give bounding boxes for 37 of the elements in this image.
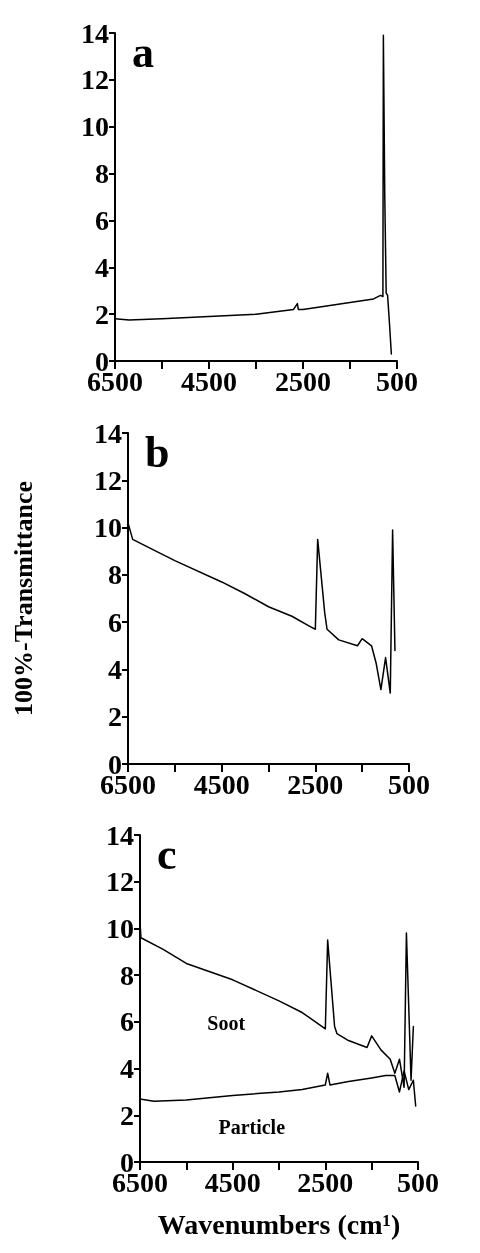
y-tick-label: 4 xyxy=(95,251,109,283)
x-tick-label: 2500 xyxy=(275,365,331,397)
chart-title: b xyxy=(145,427,170,477)
x-tick-label: 500 xyxy=(376,365,418,397)
y-tick-label: 8 xyxy=(120,959,134,991)
y-tick-label: 2 xyxy=(108,701,122,733)
y-axis-title: 100%-Transmittance xyxy=(8,481,38,716)
chart-title: c xyxy=(157,829,177,879)
y-tick-label: 12 xyxy=(94,464,122,496)
x-tick-label: 500 xyxy=(397,1166,439,1198)
y-tick-label: 14 xyxy=(106,819,134,851)
x-tick-label: 4500 xyxy=(204,1166,261,1198)
y-tick-label: 14 xyxy=(81,17,109,49)
y-tick-label: 2 xyxy=(120,1099,134,1131)
y-tick-label: 4 xyxy=(120,1053,134,1085)
x-tick-label: 4500 xyxy=(193,768,250,800)
y-tick-label: 6 xyxy=(108,606,122,638)
chart-title: a xyxy=(132,27,154,77)
y-tick-label: 10 xyxy=(94,512,122,544)
x-tick-label: 2500 xyxy=(287,768,344,800)
y-tick-label: 4 xyxy=(108,653,122,685)
y-tick-label: 8 xyxy=(95,158,109,190)
series-label: Soot xyxy=(207,1011,246,1034)
x-axis-title: Wavenumbers (cm¹) xyxy=(157,1208,401,1240)
y-tick-label: 10 xyxy=(106,912,134,944)
y-tick-label: 6 xyxy=(95,204,109,236)
y-tick-label: 12 xyxy=(106,866,134,898)
y-tick-label: 2 xyxy=(95,298,109,330)
y-tick-label: 10 xyxy=(81,111,109,143)
y-tick-label: 8 xyxy=(108,559,122,591)
x-tick-label: 500 xyxy=(388,768,430,800)
series-label: Particle xyxy=(218,1116,286,1139)
y-tick-label: 14 xyxy=(94,417,122,449)
x-tick-label: 2500 xyxy=(297,1166,354,1198)
x-tick-label: 4500 xyxy=(181,365,237,397)
y-tick-label: 6 xyxy=(120,1006,134,1038)
y-tick-label: 12 xyxy=(81,64,109,96)
